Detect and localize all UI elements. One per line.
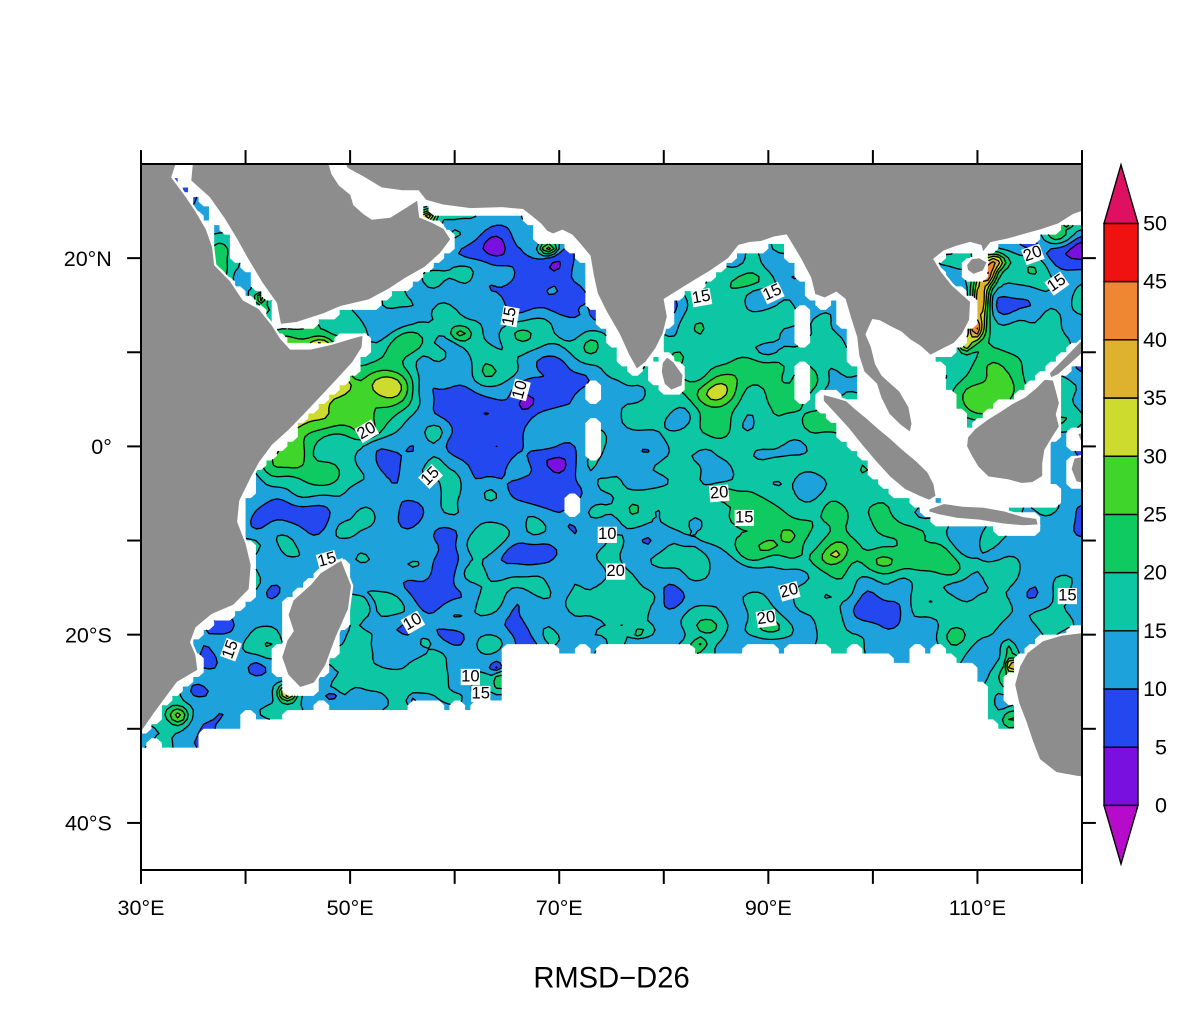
- svg-text:10: 10: [508, 378, 531, 401]
- svg-text:25: 25: [1143, 502, 1167, 526]
- svg-text:15: 15: [472, 683, 491, 702]
- svg-text:20°N: 20°N: [64, 247, 112, 271]
- svg-text:30: 30: [1143, 444, 1167, 468]
- svg-text:20: 20: [1143, 561, 1167, 585]
- svg-text:35: 35: [1143, 386, 1167, 410]
- svg-text:20: 20: [709, 482, 729, 503]
- svg-text:10: 10: [598, 524, 617, 543]
- svg-text:RMSD−D26: RMSD−D26: [533, 963, 689, 995]
- svg-text:50°E: 50°E: [327, 896, 374, 920]
- svg-text:20: 20: [778, 579, 801, 602]
- svg-text:5: 5: [1155, 735, 1167, 759]
- svg-text:70°E: 70°E: [536, 896, 583, 920]
- svg-text:15: 15: [498, 306, 520, 328]
- svg-text:20°S: 20°S: [65, 623, 112, 647]
- svg-text:15: 15: [1058, 585, 1077, 604]
- svg-text:20: 20: [1020, 241, 1044, 265]
- svg-text:10: 10: [461, 666, 480, 685]
- svg-text:15: 15: [690, 286, 712, 308]
- svg-text:20: 20: [606, 561, 625, 580]
- svg-text:40: 40: [1143, 328, 1167, 352]
- svg-text:40°S: 40°S: [65, 812, 112, 836]
- svg-text:15: 15: [1143, 619, 1167, 643]
- svg-text:90°E: 90°E: [745, 896, 792, 920]
- svg-text:30°E: 30°E: [118, 896, 165, 920]
- svg-text:0: 0: [1155, 793, 1167, 817]
- svg-text:15: 15: [735, 507, 754, 526]
- svg-text:10: 10: [1143, 677, 1167, 701]
- svg-text:0°: 0°: [91, 435, 112, 459]
- svg-text:110°E: 110°E: [949, 896, 1006, 920]
- svg-text:50: 50: [1143, 211, 1167, 235]
- svg-text:15: 15: [218, 637, 242, 661]
- svg-text:45: 45: [1143, 270, 1167, 294]
- svg-text:20: 20: [756, 607, 777, 628]
